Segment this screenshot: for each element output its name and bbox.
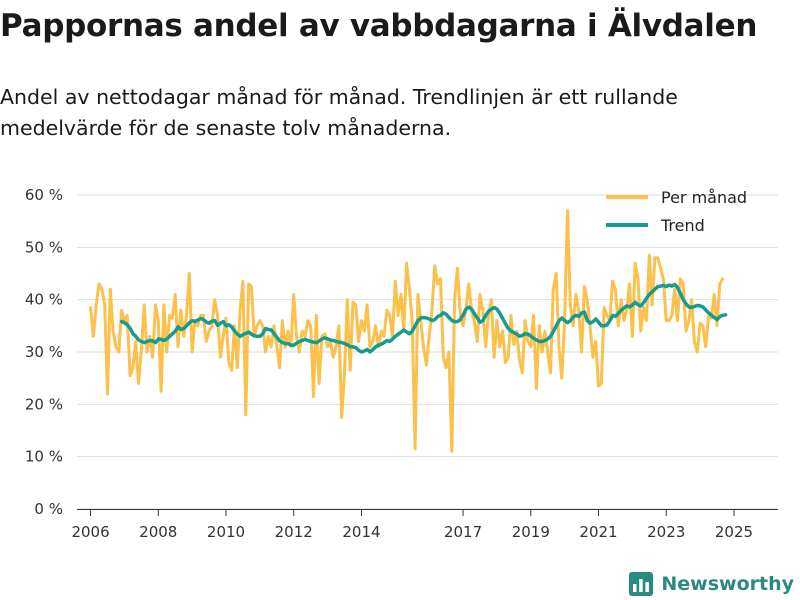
- grid-lines: [77, 194, 778, 510]
- x-tick-label: 2017: [444, 523, 482, 541]
- y-axis: 0 % 10 % 20 % 30 % 40 % 50 % 60 %: [25, 186, 63, 518]
- legend: Per månad Trend: [606, 188, 747, 235]
- x-tick-label: 2019: [512, 523, 550, 541]
- legend-label: Trend: [660, 216, 705, 235]
- page-title: Pappornas andel av vabbdagarna i Älvdale…: [0, 8, 758, 44]
- y-tick-label: 60 %: [25, 186, 63, 204]
- legend-label: Per månad: [661, 188, 747, 207]
- line-chart: 0 % 10 % 20 % 30 % 40 % 50 % 60 % 2006 2008 2010…: [25, 186, 778, 541]
- series-group: [89, 209, 728, 453]
- x-tick-label: 2014: [342, 523, 380, 541]
- y-tick-label: 0 %: [34, 500, 63, 518]
- chart-icon: [629, 572, 654, 596]
- brand-logo: Newsworthy: [629, 572, 794, 596]
- x-tick-label: 2021: [579, 523, 617, 541]
- y-tick-label: 40 %: [25, 291, 63, 309]
- x-tick-label: 2023: [647, 523, 685, 541]
- x-axis: 2006 2008 2010 2012 2014 2017 2019 2021 2023 2025: [71, 509, 778, 541]
- series-line-trend: [119, 282, 728, 354]
- x-tick-label: 2025: [715, 523, 753, 541]
- y-tick-label: 50 %: [25, 238, 63, 256]
- x-tick-label: 2010: [207, 523, 245, 541]
- y-tick-label: 20 %: [25, 395, 63, 413]
- x-tick-label: 2006: [71, 523, 109, 541]
- page-subtitle: Andel av nettodagar månad för månad. Tre…: [0, 85, 678, 140]
- brand-name: Newsworthy: [661, 573, 794, 595]
- x-tick-label: 2008: [139, 523, 177, 541]
- x-tick-label: 2012: [275, 523, 313, 541]
- y-tick-label: 30 %: [25, 343, 63, 361]
- y-tick-label: 10 %: [25, 448, 63, 466]
